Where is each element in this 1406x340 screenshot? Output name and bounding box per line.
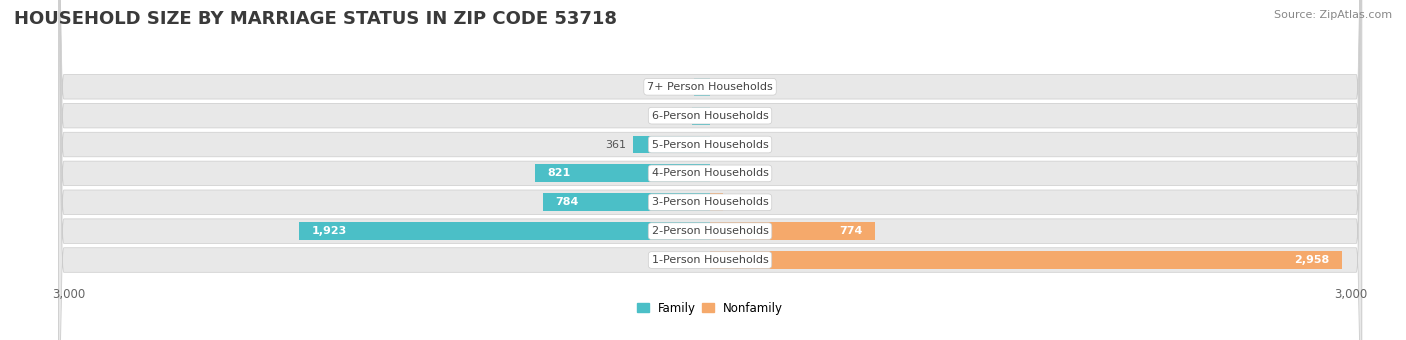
Bar [633, 136, 710, 153]
Text: 361: 361 [606, 139, 627, 150]
Text: 2-Person Households: 2-Person Households [651, 226, 769, 236]
Text: HOUSEHOLD SIZE BY MARRIAGE STATUS IN ZIP CODE 53718: HOUSEHOLD SIZE BY MARRIAGE STATUS IN ZIP… [14, 10, 617, 28]
FancyBboxPatch shape [59, 0, 1361, 340]
Text: Source: ZipAtlas.com: Source: ZipAtlas.com [1274, 10, 1392, 20]
Bar [543, 193, 710, 211]
Text: 0: 0 [717, 82, 724, 92]
Text: 77: 77 [673, 82, 688, 92]
Bar [534, 165, 710, 182]
Text: 7+ Person Households: 7+ Person Households [647, 82, 773, 92]
Text: 6-Person Households: 6-Person Households [651, 110, 769, 121]
Text: 3-Person Households: 3-Person Households [651, 197, 769, 207]
Text: 0: 0 [717, 168, 724, 179]
FancyBboxPatch shape [59, 0, 1361, 340]
FancyBboxPatch shape [59, 0, 1361, 340]
Text: 2,958: 2,958 [1294, 255, 1329, 265]
Text: 86: 86 [671, 110, 685, 121]
FancyBboxPatch shape [59, 0, 1361, 340]
Text: 774: 774 [839, 226, 862, 236]
Bar [692, 107, 710, 124]
Text: 784: 784 [555, 197, 579, 207]
Text: 59: 59 [730, 197, 744, 207]
Text: 0: 0 [717, 139, 724, 150]
Bar [710, 193, 723, 211]
Text: 0: 0 [717, 110, 724, 121]
FancyBboxPatch shape [59, 0, 1361, 340]
Text: 1-Person Households: 1-Person Households [651, 255, 769, 265]
FancyBboxPatch shape [59, 0, 1361, 340]
Legend: Family, Nonfamily: Family, Nonfamily [633, 297, 787, 319]
Bar [693, 78, 710, 96]
Bar [710, 251, 1341, 269]
Text: 1,923: 1,923 [312, 226, 347, 236]
Text: 821: 821 [547, 168, 571, 179]
Text: 0: 0 [696, 255, 703, 265]
FancyBboxPatch shape [59, 0, 1361, 340]
Bar [299, 222, 710, 240]
Text: 4-Person Households: 4-Person Households [651, 168, 769, 179]
Text: 5-Person Households: 5-Person Households [651, 139, 769, 150]
Bar [710, 222, 876, 240]
